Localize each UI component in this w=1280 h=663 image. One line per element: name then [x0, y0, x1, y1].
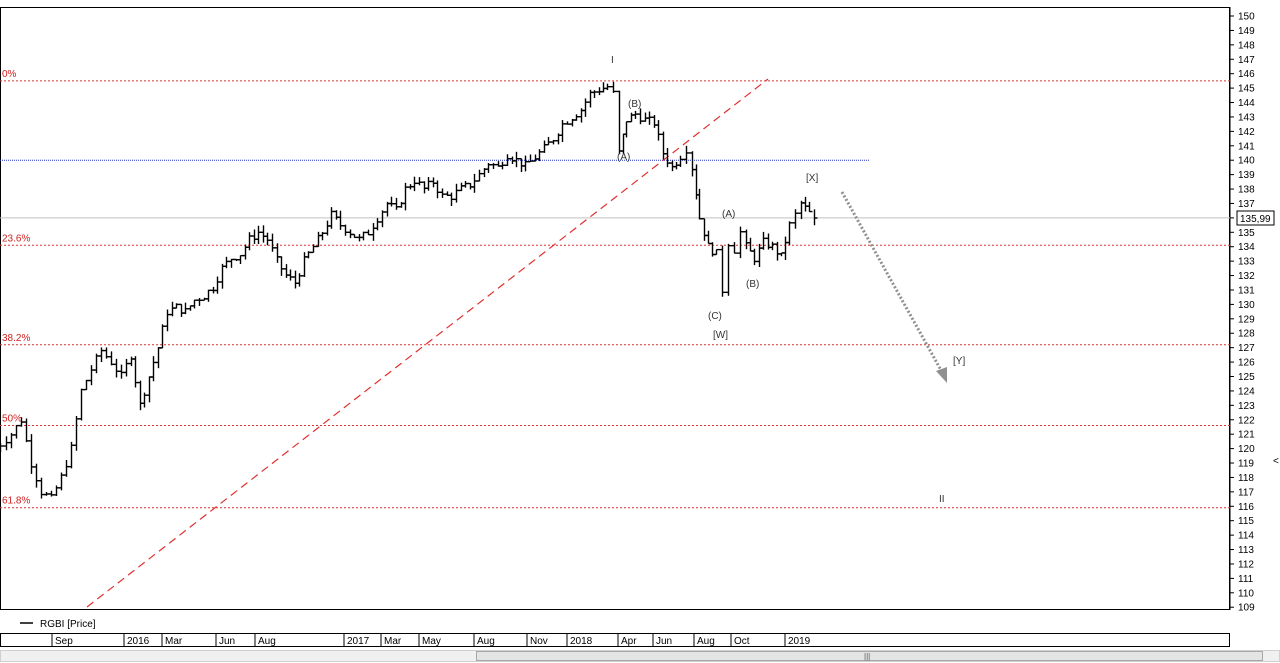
y-tick-label: 122	[1238, 415, 1255, 426]
y-tick-label: 123	[1238, 401, 1255, 412]
y-tick-label: 113	[1238, 545, 1254, 556]
wave-label: [X]	[806, 173, 818, 184]
y-tick-label: 150	[1238, 12, 1255, 23]
x-tick-label: Mar	[165, 636, 183, 647]
x-axis-bar	[0, 633, 1230, 647]
y-tick-label: 132	[1238, 271, 1255, 282]
last-price-box	[1236, 210, 1275, 226]
scrollbar-grip-icon[interactable]: |||	[864, 652, 870, 661]
wave-label: [W]	[713, 330, 728, 341]
fib-label: 61.8%	[2, 496, 30, 507]
y-tick-label: 131	[1238, 285, 1255, 296]
y-tick-label: 142	[1238, 127, 1255, 138]
fib-label: 38.2%	[2, 333, 30, 344]
x-tick-label: 2016	[127, 636, 150, 647]
x-tick-label: Jun	[219, 636, 235, 647]
y-tick-label: 141	[1238, 141, 1255, 152]
y-tick-label: 137	[1238, 199, 1255, 210]
wave-label: I	[611, 55, 614, 66]
y-tick-label: 115	[1238, 516, 1254, 527]
y-tick-label: 140	[1238, 156, 1255, 167]
y-tick-label: 144	[1238, 98, 1255, 109]
y-tick-label: 118	[1238, 473, 1254, 484]
x-tick-label: 2019	[788, 636, 811, 647]
y-tick-label: 128	[1238, 329, 1255, 340]
y-tick-label: 127	[1238, 343, 1255, 354]
scrollbar-thumb[interactable]	[476, 651, 1263, 661]
y-tick-label: 109	[1238, 603, 1255, 614]
plot-area	[0, 7, 1230, 610]
x-axis: Sep 2016 Mar Jun Aug 2017 Mar May Aug Nov 2018 Apr J…	[51, 634, 811, 647]
legend-series-label: RGBI [Price]	[40, 619, 96, 630]
y-tick-label: 147	[1238, 55, 1255, 66]
y-axis: 150 149 148 147 146 145 144 143 142 141 140 139 138 1…	[1230, 12, 1255, 614]
y-tick-label: 110	[1238, 588, 1254, 599]
last-price-value: 135,99	[1240, 214, 1271, 225]
x-tick-label: Jun	[656, 636, 672, 647]
x-tick-label: Mar	[384, 636, 402, 647]
y-tick-label: 119	[1238, 459, 1254, 470]
wave-label: (B)	[746, 279, 759, 290]
projection-arrow	[840, 191, 947, 383]
x-tick-label: Sep	[55, 636, 73, 647]
x-tick-label: 2017	[347, 636, 370, 647]
y-tick-label: 111	[1238, 574, 1254, 585]
scrollbar[interactable]: |||	[0, 650, 1280, 662]
x-tick-label: Oct	[734, 636, 750, 647]
red-dashed-trendline	[86, 78, 769, 608]
y-tick-label: 149	[1238, 26, 1255, 37]
y-tick-label: 124	[1238, 386, 1255, 397]
fib-label: 50%	[2, 414, 22, 425]
y-tick-label: 135	[1238, 228, 1255, 239]
projection-arrowhead	[936, 367, 947, 383]
y-tick-label: 129	[1238, 314, 1255, 325]
y-tick-label: 126	[1238, 358, 1255, 369]
price-bars	[0, 81, 818, 499]
wave-label: [Y]	[953, 356, 965, 367]
fib-label: 0%	[2, 69, 17, 80]
y-tick-label: 114	[1238, 531, 1254, 542]
y-tick-label: 125	[1238, 372, 1255, 383]
y-tick-label: 148	[1238, 40, 1255, 51]
y-tick-label: 120	[1238, 444, 1255, 455]
x-tick-label: 2018	[570, 636, 593, 647]
y-tick-label: 112	[1238, 559, 1254, 570]
last-price-tag: 135,99	[1236, 210, 1275, 226]
y-tick-label: 133	[1238, 257, 1255, 268]
y-tick-label: 117	[1238, 487, 1254, 498]
y-tick-label: 145	[1238, 84, 1255, 95]
wave-label: (C)	[708, 311, 722, 322]
side-collapse-icon[interactable]: <	[1273, 456, 1279, 467]
x-tick-label: Aug	[258, 636, 276, 647]
fib-levels: 0% 23.6% 38.2% 50% 61.8%	[0, 69, 1230, 509]
x-tick-label: Nov	[530, 636, 548, 647]
y-tick-label: 121	[1238, 430, 1255, 441]
y-tick-label: 130	[1238, 300, 1255, 311]
x-tick-label: Aug	[697, 636, 715, 647]
y-tick-label: 134	[1238, 242, 1255, 253]
legend: RGBI [Price]	[20, 619, 96, 630]
wave-label: (B)	[628, 99, 641, 110]
y-tick-label: 143	[1238, 112, 1255, 123]
wave-labels: I (B) (A) [X] (A) (B) (C) [W] [Y] II	[611, 55, 965, 505]
x-tick-label: Aug	[477, 636, 495, 647]
y-tick-label: 146	[1238, 69, 1255, 80]
x-tick-label: Apr	[621, 636, 637, 647]
fib-label: 23.6%	[2, 233, 30, 244]
x-tick-label: May	[422, 636, 441, 647]
wave-label: (A)	[722, 209, 735, 220]
y-tick-label: 139	[1238, 170, 1255, 181]
y-tick-label: 138	[1238, 185, 1255, 196]
wave-label: II	[939, 494, 945, 505]
y-tick-label: 116	[1238, 502, 1254, 513]
wave-label: (A)	[617, 152, 630, 163]
